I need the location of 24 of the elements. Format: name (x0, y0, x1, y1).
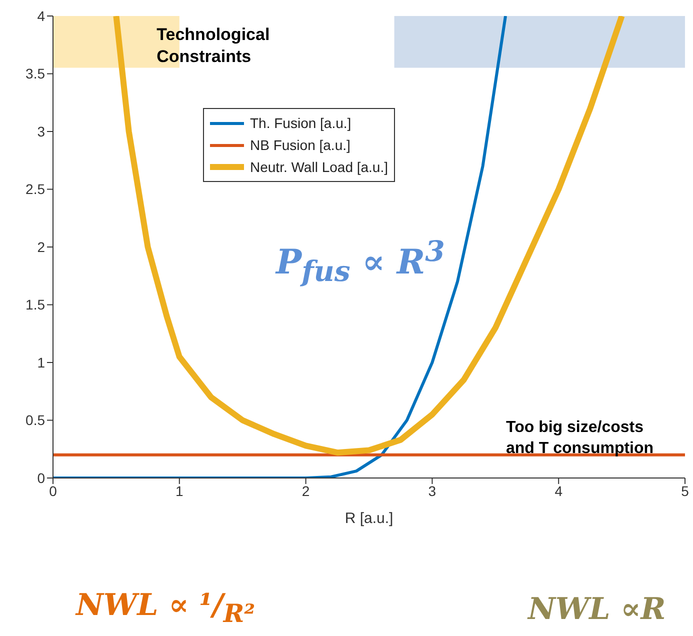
y-tick-label: 3.5 (26, 66, 46, 82)
x-tick-label: 3 (428, 482, 436, 499)
x-axis-title: R [a.u.] (344, 510, 394, 527)
y-tick-label: 3 (37, 123, 46, 140)
annotation: P$_{fus}$ ∝ R$^{3}$ (276, 233, 445, 290)
band-label: Technological Constraints (156, 25, 270, 66)
annotation: Too big size/costs and T consumption (506, 418, 655, 459)
legend-label: Th. Fusion [a.u.] (249, 114, 352, 133)
y-tick-label: 0.5 (26, 412, 46, 428)
y-tick-label: 0 (37, 470, 46, 486)
x-tick-label: 2 (302, 482, 310, 499)
y-tick-label: 1.5 (26, 296, 46, 313)
y-tick-label: 4 (37, 8, 46, 24)
text: NWL ∝ ¹/$_{R²}$ (76, 587, 256, 630)
legend-label: Neutr. Wall Load [a.u.] (249, 158, 388, 177)
x-tick-label: 5 (681, 482, 690, 499)
x-tick-label: 4 (554, 482, 563, 499)
y-tick-label: 2 (37, 238, 46, 255)
text: NWL ∝R (528, 591, 666, 629)
legend-label: NB Fusion [a.u.] (249, 136, 352, 155)
y-tick-label: 1 (37, 354, 46, 370)
x-tick-label: 1 (176, 482, 184, 499)
x-tick-label: 0 (49, 482, 58, 499)
y-tick-label: 2.5 (26, 181, 46, 198)
